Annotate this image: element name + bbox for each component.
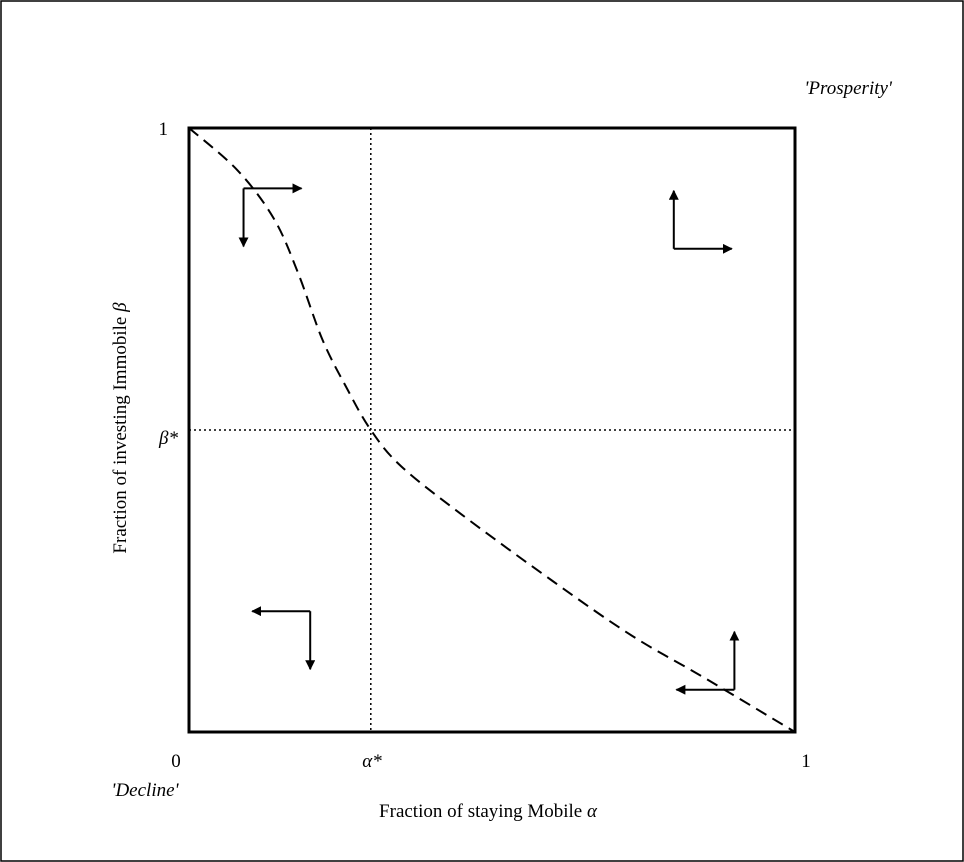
beta-star-label: β* (158, 428, 178, 449)
y-axis-label: Fraction of investing Immobile β (110, 302, 131, 554)
direction-arrows (238, 183, 740, 695)
x-tick-1: 1 (801, 751, 811, 772)
alpha-star-label: α* (362, 751, 382, 772)
prosperity-label: 'Prosperity' (804, 78, 893, 99)
equilibrium-curve (188, 127, 796, 733)
origin-label: 0 (171, 751, 181, 772)
y-tick-1: 1 (159, 119, 169, 140)
x-axis-label: Fraction of staying Mobile α (379, 801, 598, 822)
decline-label: 'Decline' (111, 780, 179, 801)
